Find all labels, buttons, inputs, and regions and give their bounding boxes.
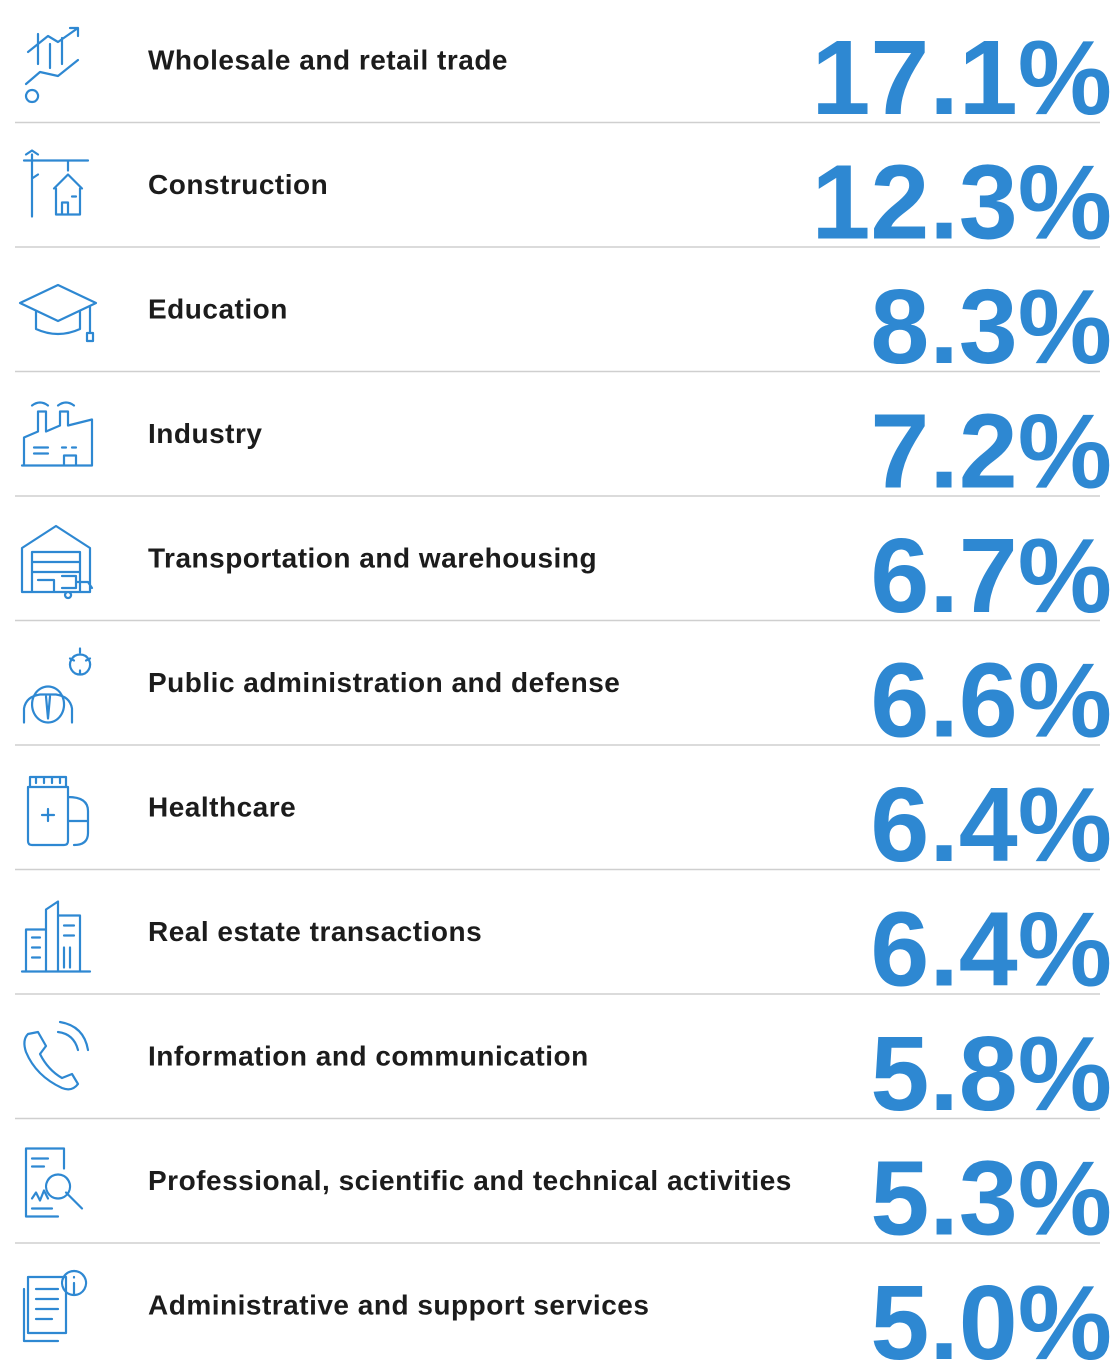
industry-icon	[24, 26, 80, 104]
industry-row: Industry 7.2%	[15, 393, 1112, 511]
industry-row: Construction 12.3%	[15, 144, 1112, 262]
industry-percentage: 17.1%	[811, 19, 1112, 137]
industry-row: Real estate transactions 6.4%	[15, 891, 1112, 1009]
industry-label: Professional, scientific and technical a…	[148, 1165, 792, 1196]
industry-label: Information and communication	[148, 1040, 589, 1071]
industry-label: Transportation and warehousing	[148, 542, 597, 573]
industry-label: Construction	[148, 169, 328, 200]
industry-icon	[22, 647, 92, 724]
industry-percentage: 5.0%	[870, 1264, 1112, 1361]
industry-percentage: 6.4%	[870, 766, 1112, 884]
industry-label: Education	[148, 293, 288, 324]
industry-icon	[22, 1269, 88, 1343]
industry-row: Professional, scientific and technical a…	[15, 1140, 1112, 1258]
industry-percentage: 6.4%	[870, 891, 1112, 1009]
industry-icon	[26, 775, 90, 847]
industry-row: Information and communication 5.8%	[15, 1015, 1112, 1133]
industry-row: Administrative and support services 5.0%	[22, 1264, 1112, 1361]
industry-label: Real estate transactions	[148, 916, 482, 947]
industry-row: Healthcare 6.4%	[15, 766, 1112, 884]
industry-percentage: 6.7%	[870, 517, 1112, 635]
industry-label: Administrative and support services	[148, 1289, 649, 1320]
industry-percentage: 5.8%	[870, 1015, 1112, 1133]
industry-label: Industry	[148, 418, 262, 449]
industry-icon	[20, 900, 92, 973]
industry-percentage: 12.3%	[811, 144, 1112, 262]
industry-icon	[20, 524, 94, 600]
industry-icon	[22, 149, 90, 218]
industry-label: Healthcare	[148, 791, 296, 822]
industry-row: Education 8.3%	[15, 268, 1112, 386]
industry-row: Wholesale and retail trade 17.1%	[15, 19, 1112, 137]
industry-row: Public administration and defense 6.6%	[15, 642, 1112, 760]
industry-icon	[18, 283, 98, 343]
industry-label: Public administration and defense	[148, 667, 620, 698]
industry-icon	[24, 1147, 84, 1218]
industry-percentage: 8.3%	[870, 268, 1112, 386]
industry-percentage: 6.6%	[870, 642, 1112, 760]
industry-label: Wholesale and retail trade	[148, 44, 508, 75]
industry-row: Transportation and warehousing 6.7%	[15, 517, 1112, 635]
industry-icon	[20, 401, 94, 467]
industry-icon	[23, 1020, 90, 1091]
industry-percentage: 7.2%	[870, 393, 1112, 511]
industry-percentage: 5.3%	[870, 1140, 1112, 1258]
